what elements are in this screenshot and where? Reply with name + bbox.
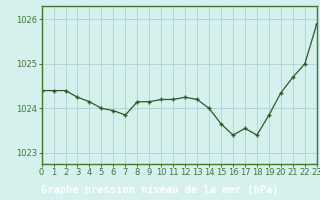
Text: Graphe pression niveau de la mer (hPa): Graphe pression niveau de la mer (hPa) xyxy=(41,185,279,195)
